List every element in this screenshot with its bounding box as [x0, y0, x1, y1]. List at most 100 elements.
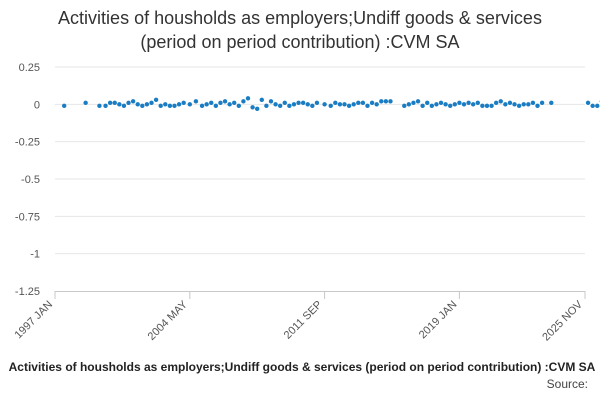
data-point	[590, 103, 595, 109]
x-axis-title: Activities of housholds as employers;Und…	[8, 360, 596, 374]
data-point	[503, 102, 508, 107]
data-point	[360, 100, 366, 106]
data-point	[310, 103, 315, 109]
x-tick-label: 1997 JAN	[12, 299, 55, 342]
data-point	[121, 103, 127, 109]
data-point	[346, 103, 352, 109]
data-point	[140, 103, 145, 109]
data-point	[379, 99, 384, 104]
data-point	[254, 106, 260, 112]
data-point	[438, 100, 444, 106]
data-point	[181, 100, 186, 106]
data-point	[144, 102, 150, 107]
data-point	[117, 102, 122, 107]
x-axis-tick-labels: 1997 JAN 2004 MAY 2011 SEP 2019 JAN 2025 NOV	[12, 298, 585, 343]
data-point	[126, 100, 131, 106]
data-point	[480, 103, 485, 109]
data-point	[466, 100, 471, 106]
data-point	[342, 102, 347, 107]
data-point	[411, 100, 416, 106]
data-point	[259, 97, 264, 103]
data-point	[245, 96, 251, 101]
data-point	[250, 105, 255, 110]
y-tick-label: 0	[34, 99, 40, 111]
data-series	[61, 96, 600, 112]
y-tick-label: -1.25	[15, 286, 40, 298]
data-point	[333, 100, 338, 106]
data-point	[530, 100, 536, 106]
data-point	[241, 99, 246, 104]
y-tick-label: -0.5	[21, 174, 40, 186]
grid-lines	[55, 66, 585, 255]
data-point	[461, 102, 467, 107]
data-point	[328, 103, 333, 109]
data-point	[97, 103, 102, 109]
data-point	[296, 100, 301, 106]
data-point	[193, 99, 199, 104]
y-tick-label: 0.25	[19, 62, 40, 74]
data-point	[535, 103, 540, 109]
data-point	[356, 100, 361, 106]
data-point	[420, 103, 425, 109]
data-point	[489, 103, 494, 109]
y-tick-label: -0.25	[15, 137, 40, 149]
x-tick-label: 2004 MAY	[146, 298, 191, 343]
data-point	[493, 100, 499, 106]
data-point	[149, 100, 154, 106]
data-point	[406, 102, 412, 107]
data-point	[209, 100, 214, 106]
data-point	[429, 103, 435, 109]
data-point	[374, 102, 379, 107]
data-point	[305, 102, 310, 107]
data-point	[273, 102, 278, 107]
source-label: Source:	[546, 377, 588, 391]
data-point	[264, 103, 269, 109]
data-point	[516, 103, 522, 109]
data-point	[521, 102, 526, 107]
data-point	[158, 103, 163, 109]
data-point	[227, 102, 232, 107]
y-tick-label: -1	[30, 249, 40, 261]
data-point	[204, 102, 209, 107]
data-point	[277, 103, 283, 109]
data-point	[282, 100, 287, 106]
data-point	[107, 100, 113, 106]
x-tick-label: 2025 NOV	[540, 298, 585, 343]
data-point	[507, 100, 513, 106]
data-point	[232, 100, 237, 106]
x-axis	[54, 291, 586, 299]
data-point	[163, 102, 168, 107]
data-point	[365, 103, 370, 109]
data-point	[130, 99, 136, 104]
data-point	[199, 103, 205, 109]
data-point	[300, 100, 306, 106]
data-point	[268, 99, 274, 104]
data-point	[415, 99, 421, 104]
data-point	[448, 103, 453, 109]
data-point	[475, 100, 480, 106]
data-point	[369, 100, 375, 106]
data-point	[425, 100, 430, 106]
data-point	[434, 102, 439, 107]
data-point	[585, 100, 591, 106]
chart-title-line-2: (period on period contribution) :CVM SA	[140, 32, 460, 52]
data-point	[314, 100, 320, 106]
data-point	[135, 102, 140, 107]
data-point	[236, 103, 242, 109]
data-point	[470, 102, 476, 107]
data-point	[213, 103, 219, 109]
data-point	[172, 103, 177, 109]
data-point	[291, 102, 297, 107]
y-axis: 0.25 0 -0.25 -0.5 -0.75 -1 -1.25	[15, 62, 40, 298]
data-point	[187, 102, 192, 107]
data-point	[322, 102, 327, 107]
data-point	[83, 100, 88, 106]
data-point	[337, 102, 343, 107]
data-point	[112, 100, 117, 106]
data-point	[484, 103, 490, 109]
data-point	[512, 102, 517, 107]
data-point	[61, 103, 67, 109]
chart-title-line-1: Activities of housholds as employers;Und…	[58, 8, 542, 28]
data-point	[167, 103, 173, 109]
